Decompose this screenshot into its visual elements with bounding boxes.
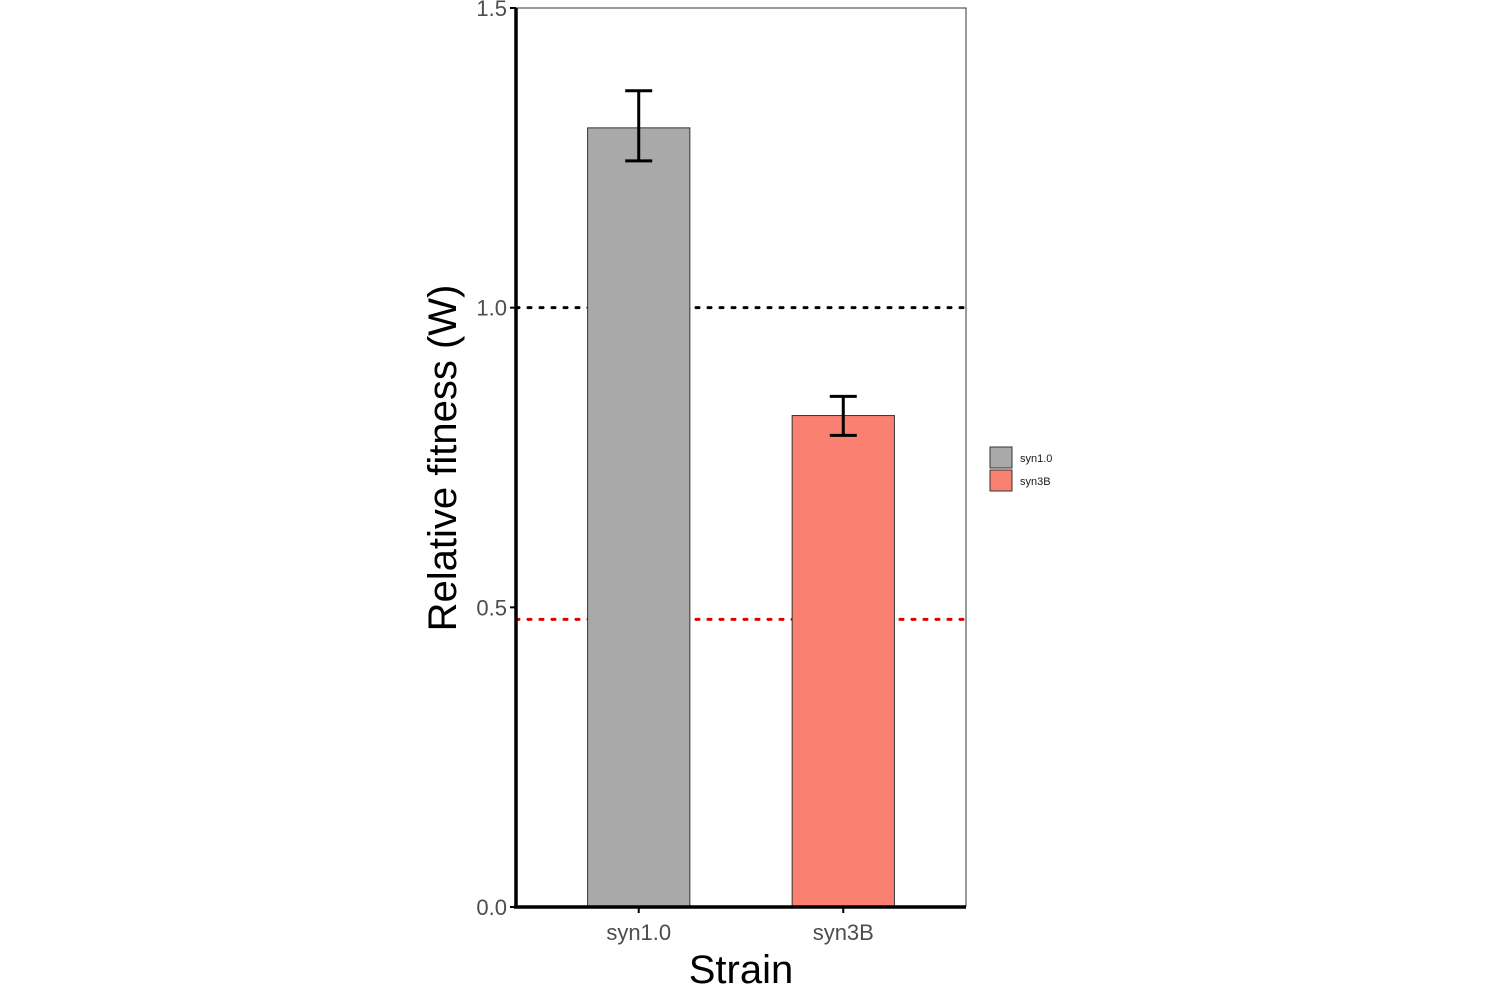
legend: syn1.0 syn3B [989,446,1052,492]
legend-key-syn3B [989,469,1013,492]
y-axis-title: Relative fitness (W) [421,285,465,632]
legend-label: syn3B [1020,476,1051,488]
x-ticks: syn1.0 syn3B [606,907,874,945]
y-tick-label: 0.5 [476,595,507,620]
y-tick-label: 1.5 [476,0,507,21]
y-tick-label: 0.0 [476,895,507,920]
x-tick-label: syn3B [813,920,874,945]
error-bars [625,89,857,437]
x-tick-label: syn1.0 [606,920,671,945]
y-ticks: 0.0 0.5 1.0 1.5 [476,0,516,920]
legend-key-syn1.0 [989,446,1013,469]
bar-syn1.0 [587,127,691,908]
bar-syn3B [791,415,895,908]
y-tick-label: 1.0 [476,296,507,321]
plot-panel [515,7,967,907]
legend-label: syn1.0 [1020,453,1052,465]
x-axis-title: Strain [689,948,794,992]
